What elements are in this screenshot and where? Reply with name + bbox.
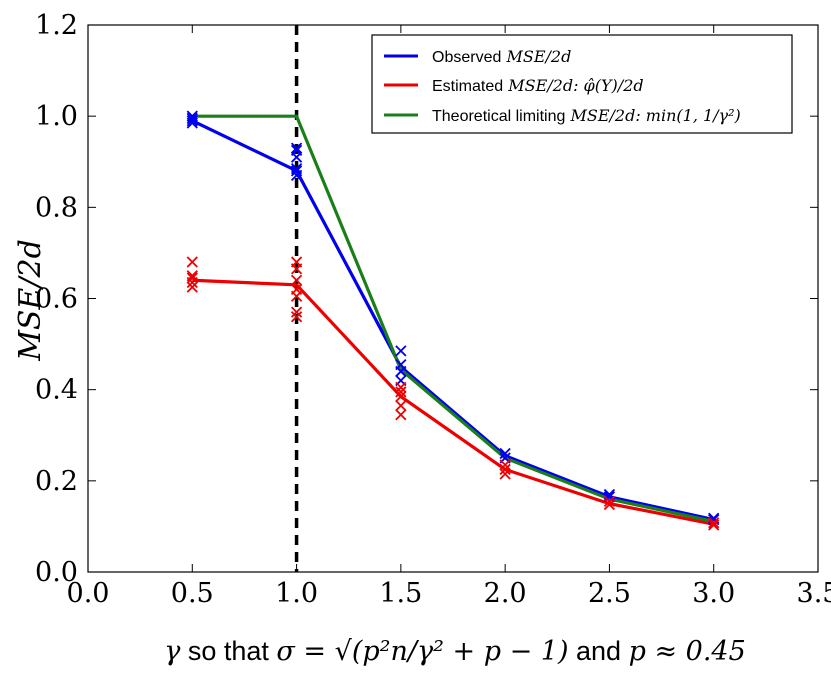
marker-estimated-17 <box>499 468 511 480</box>
y-tick-label-0: 0.0 <box>35 557 78 588</box>
tick-labels: 0.0 0.5 1.0 1.5 2.0 2.5 3.0 3.5 0.0 0.2 0.4 0.6 0.8 1… <box>35 10 831 609</box>
series-line-theoretical-limiting <box>192 114 715 523</box>
marker-estimated-8 <box>290 283 303 296</box>
x-axis-title-text1: so that <box>180 636 276 666</box>
legend-math-estimated: MSE/2d: φ̂(Y)/2d <box>507 76 643 95</box>
marker-observed-1 <box>186 115 198 127</box>
legend-label-theoretical: Theoretical limiting <box>432 108 565 125</box>
marker-estimated-2 <box>186 272 198 284</box>
y-axis-title: MSE/2d <box>13 239 48 362</box>
legend-math-observed: MSE/2d <box>505 47 571 66</box>
x-axis-title-text2: and <box>569 636 629 666</box>
x-tick-label-1: 0.5 <box>171 578 214 609</box>
scatter-markers <box>186 110 720 531</box>
x-tick-label-4: 2.0 <box>484 578 527 609</box>
marker-observed-13 <box>395 345 407 357</box>
marker-observed-5 <box>290 165 303 177</box>
svg-text:Observed MSE/2d: Observed MSE/2d <box>432 47 571 66</box>
marker-observed-12 <box>395 358 407 371</box>
marker-estimated-0 <box>186 281 198 293</box>
series-line-estimated <box>192 278 715 526</box>
legend-entry-estimated: Estimated MSE/2d: φ̂(Y)/2d <box>384 76 644 95</box>
y-tick-label-5: 1.0 <box>35 101 78 132</box>
marker-estimated-4 <box>186 256 198 268</box>
marker-estimated-9 <box>290 274 303 286</box>
legend-entry-observed: Observed MSE/2d <box>384 47 571 66</box>
marker-estimated-11 <box>290 256 303 268</box>
marker-estimated-23 <box>708 517 720 529</box>
legend-frame <box>371 34 793 134</box>
x-axis-title: γ so that σ = √(p²n/γ² + p − 1) and p ≈ … <box>164 636 746 667</box>
y-tick-label-4: 0.8 <box>35 192 78 223</box>
marker-estimated-21 <box>603 495 616 507</box>
y-tick-label-6: 1.2 <box>35 10 78 41</box>
marker-estimated-16 <box>395 381 407 394</box>
marker-estimated-19 <box>499 459 511 471</box>
y-tick-label-1: 0.2 <box>35 466 78 497</box>
series-lines <box>191 114 715 526</box>
marker-observed-15 <box>499 447 511 460</box>
legend-label-observed: Observed <box>432 49 501 66</box>
marker-estimated-14 <box>395 390 407 403</box>
legend-label-estimated: Estimated <box>432 78 503 95</box>
marker-observed-3 <box>186 110 198 122</box>
marker-estimated-12 <box>395 409 407 421</box>
marker-estimated-15 <box>395 386 407 398</box>
x-tick-label-5: 2.5 <box>588 578 631 609</box>
svg-text:Estimated MSE/2d: φ̂(Y: Estimated MSE/2d: φ̂(Y)/2d <box>432 76 644 95</box>
x-axis-title-sigma: σ = √(p²n/γ² + p − 1) <box>276 636 568 667</box>
legend: Observed MSE/2d Estimated MSE/2d: φ̂(Y)/… <box>371 34 793 134</box>
legend-entry-theoretical: Theoretical limiting MSE/2d: min(1, 1/γ²… <box>384 106 741 125</box>
marker-estimated-22 <box>708 519 720 531</box>
x-axis-title-p: p ≈ 0.45 <box>629 636 746 667</box>
marker-observed-6 <box>290 162 303 175</box>
marker-observed-8 <box>290 144 303 156</box>
x-tick-label-0: 0.0 <box>67 578 110 609</box>
marker-estimated-3 <box>186 270 198 282</box>
marker-estimated-20 <box>603 498 616 511</box>
x-tick-label-7: 3.5 <box>797 578 831 609</box>
y-tick-label-3: 0.6 <box>35 284 78 315</box>
marker-estimated-6 <box>290 306 303 318</box>
x-tick-label-3: 1.5 <box>379 578 422 609</box>
marker-estimated-18 <box>499 463 511 476</box>
x-tick-label-2: 1.0 <box>275 578 318 609</box>
x-tick-label-6: 3.0 <box>692 578 735 609</box>
marker-observed-2 <box>186 112 198 125</box>
marker-estimated-5 <box>290 311 303 323</box>
svg-text:Theoretical limiting M: Theoretical limiting MSE/2d: min(1, 1/γ²… <box>432 106 741 125</box>
legend-math-theoretical: MSE/2d: min(1, 1/γ²) <box>569 106 740 125</box>
plot-frame <box>87 24 819 573</box>
y-tick-label-2: 0.4 <box>35 375 78 406</box>
marker-observed-9 <box>290 142 303 154</box>
series-line-observed <box>191 119 715 522</box>
marker-estimated-13 <box>395 399 407 412</box>
x-axis-title-gamma: γ <box>164 636 181 667</box>
